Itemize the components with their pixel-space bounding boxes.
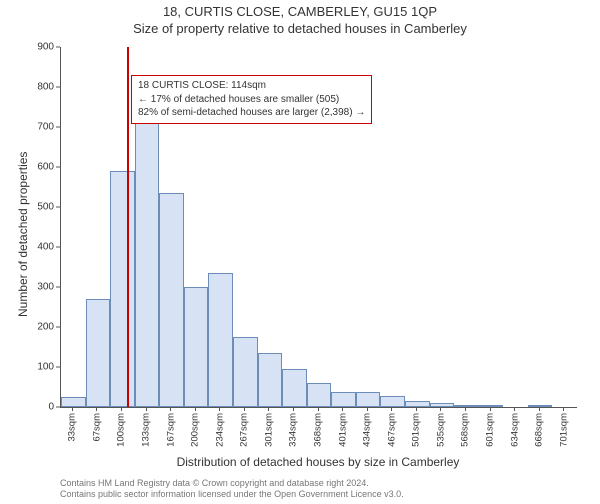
histogram-bar (86, 299, 111, 407)
x-tick-label: 501sqm (411, 413, 422, 447)
y-tick-mark (56, 127, 60, 128)
x-tick-mark (514, 407, 515, 411)
x-tick-label: 601sqm (485, 413, 496, 447)
y-tick-label: 800 (0, 82, 54, 93)
x-tick-label: 267sqm (239, 413, 250, 447)
x-tick-mark (268, 407, 269, 411)
x-tick-label: 634sqm (509, 413, 520, 447)
histogram-bar (528, 405, 553, 407)
histogram-bar (405, 401, 430, 407)
x-tick-label: 167sqm (165, 413, 176, 447)
y-tick-mark (56, 47, 60, 48)
y-tick-label: 900 (0, 42, 54, 53)
y-tick-label: 500 (0, 202, 54, 213)
histogram-bar (454, 405, 479, 407)
property-marker-line (127, 47, 129, 407)
info-line-2: ← 17% of detached houses are smaller (50… (138, 93, 365, 107)
footer-line-2: Contains public sector information licen… (60, 489, 404, 500)
x-tick-label: 301sqm (263, 413, 274, 447)
x-tick-mark (244, 407, 245, 411)
y-tick-label: 700 (0, 122, 54, 133)
histogram-bar (430, 403, 455, 407)
footer-line-1: Contains HM Land Registry data © Crown c… (60, 478, 404, 489)
x-tick-mark (563, 407, 564, 411)
x-tick-label: 434sqm (362, 413, 373, 447)
x-tick-mark (318, 407, 319, 411)
x-tick-mark (195, 407, 196, 411)
x-tick-mark (170, 407, 171, 411)
x-tick-label: 668sqm (534, 413, 545, 447)
histogram-bar (184, 287, 209, 407)
histogram-bar (159, 193, 184, 407)
x-tick-label: 100sqm (116, 413, 127, 447)
x-tick-label: 133sqm (141, 413, 152, 447)
x-tick-mark (146, 407, 147, 411)
x-tick-mark (293, 407, 294, 411)
y-tick-mark (56, 327, 60, 328)
info-line-3: 82% of semi-detached houses are larger (… (138, 106, 365, 120)
x-tick-mark (342, 407, 343, 411)
x-tick-label: 234sqm (214, 413, 225, 447)
x-tick-label: 701sqm (558, 413, 569, 447)
histogram-bar (380, 396, 405, 407)
y-tick-label: 600 (0, 162, 54, 173)
x-tick-mark (219, 407, 220, 411)
y-tick-label: 0 (0, 402, 54, 413)
x-tick-label: 200sqm (190, 413, 201, 447)
x-tick-mark (440, 407, 441, 411)
y-tick-mark (56, 247, 60, 248)
histogram-bar (233, 337, 258, 407)
y-tick-label: 300 (0, 282, 54, 293)
x-axis-label: Distribution of detached houses by size … (60, 455, 576, 469)
y-tick-mark (56, 167, 60, 168)
y-tick-label: 200 (0, 322, 54, 333)
x-tick-mark (539, 407, 540, 411)
page-title-line2: Size of property relative to detached ho… (0, 21, 600, 36)
x-tick-mark (490, 407, 491, 411)
histogram-bar (479, 405, 504, 407)
x-tick-mark (367, 407, 368, 411)
y-tick-mark (56, 87, 60, 88)
x-tick-label: 67sqm (91, 413, 102, 442)
x-tick-label: 33sqm (67, 413, 78, 442)
page-title-line1: 18, CURTIS CLOSE, CAMBERLEY, GU15 1QP (0, 4, 600, 19)
histogram-bar (258, 353, 283, 407)
histogram-bar (61, 397, 86, 407)
x-tick-label: 401sqm (337, 413, 348, 447)
x-tick-mark (465, 407, 466, 411)
x-tick-mark (416, 407, 417, 411)
y-tick-mark (56, 367, 60, 368)
plot-area: 18 CURTIS CLOSE: 114sqm ← 17% of detache… (60, 47, 577, 408)
histogram-bar (356, 392, 381, 407)
x-tick-mark (121, 407, 122, 411)
x-tick-label: 334sqm (288, 413, 299, 447)
y-tick-mark (56, 287, 60, 288)
histogram-bar (282, 369, 307, 407)
y-tick-label: 400 (0, 242, 54, 253)
footer-attribution: Contains HM Land Registry data © Crown c… (60, 478, 404, 501)
x-tick-label: 368sqm (313, 413, 324, 447)
y-tick-mark (56, 407, 60, 408)
histogram-bar (135, 111, 160, 407)
x-tick-label: 535sqm (435, 413, 446, 447)
info-line-1: 18 CURTIS CLOSE: 114sqm (138, 79, 365, 93)
y-tick-mark (56, 207, 60, 208)
histogram-chart: 18 CURTIS CLOSE: 114sqm ← 17% of detache… (0, 42, 600, 452)
x-tick-mark (391, 407, 392, 411)
x-tick-label: 568sqm (460, 413, 471, 447)
info-box: 18 CURTIS CLOSE: 114sqm ← 17% of detache… (131, 75, 372, 124)
x-tick-label: 467sqm (386, 413, 397, 447)
x-tick-mark (96, 407, 97, 411)
y-tick-label: 100 (0, 362, 54, 373)
histogram-bar (331, 392, 356, 407)
x-tick-mark (72, 407, 73, 411)
histogram-bar (208, 273, 233, 407)
histogram-bar (110, 171, 135, 407)
histogram-bar (307, 383, 332, 407)
